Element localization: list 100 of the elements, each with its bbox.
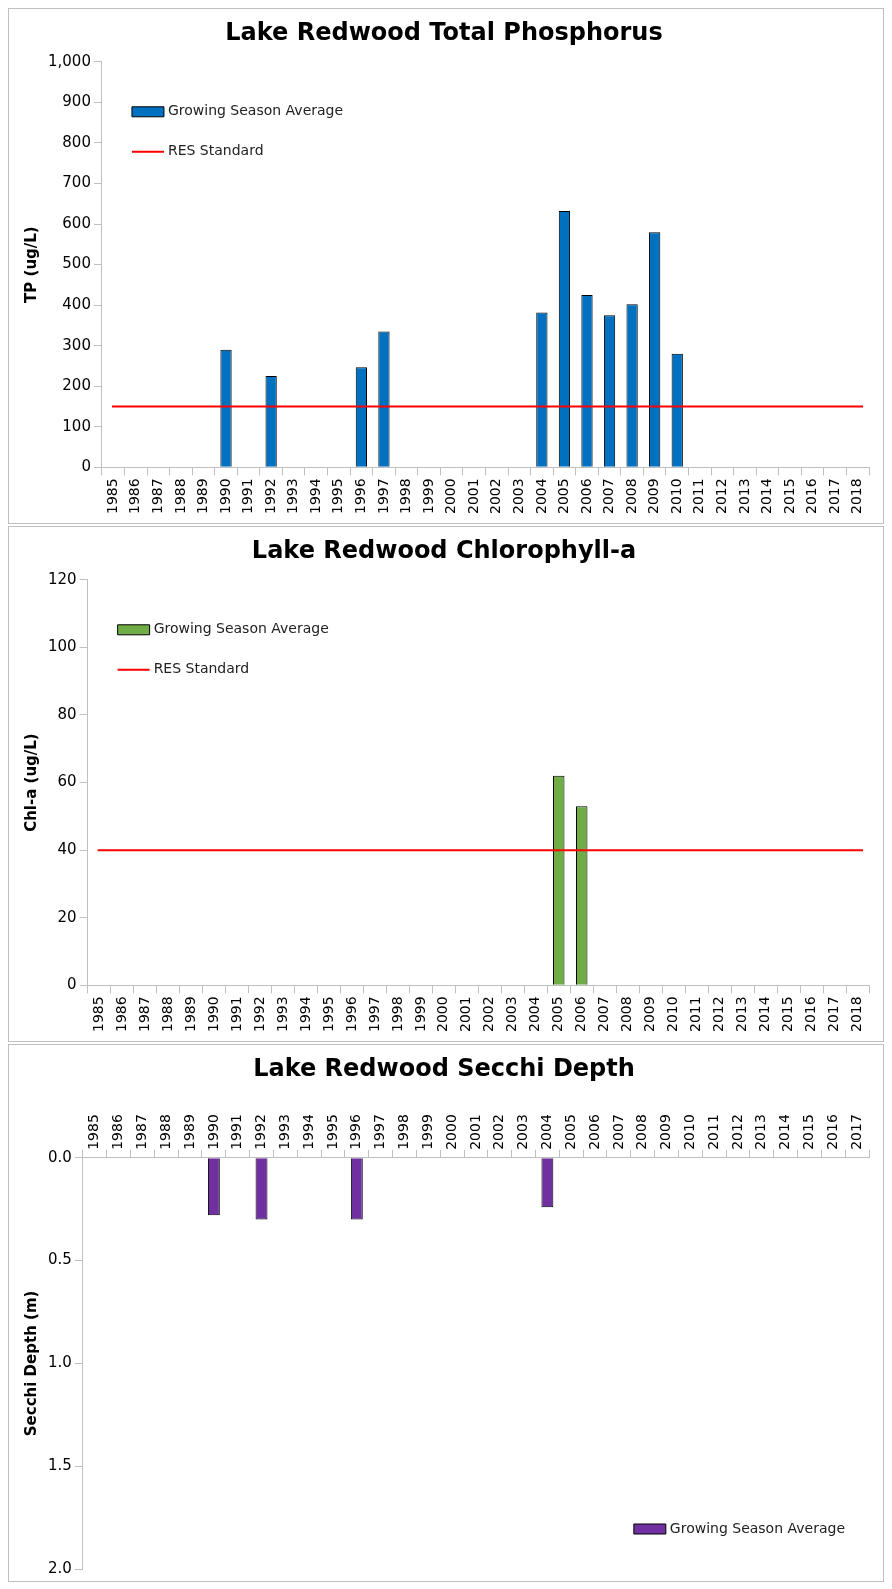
x-tick-label: 2006 [585, 1114, 602, 1150]
chart-title: Lake Redwood Total Phosphorus [225, 17, 663, 46]
x-tick-label: 1990 [216, 478, 233, 515]
x-tick-label: 2016 [823, 1114, 840, 1150]
x-tick-label: 2001 [457, 996, 474, 1033]
x-tick-label: 1998 [397, 478, 414, 515]
x-tick-label: 1994 [296, 996, 313, 1033]
x-tick-label: 2009 [657, 1114, 674, 1150]
x-tick-label: 1991 [239, 478, 256, 515]
x-tick-label: 2003 [509, 478, 526, 515]
x-tick-label: 1990 [204, 1114, 221, 1150]
y-tick-label: 0.0 [48, 1147, 72, 1166]
y-tick-label: 500 [62, 254, 91, 273]
x-tick-label: 1993 [275, 1114, 292, 1150]
y-tick-label: 400 [62, 295, 91, 314]
x-tick-label: 2003 [514, 1114, 531, 1150]
y-tick-label: 2.0 [48, 1558, 72, 1577]
y-tick-label: 0.5 [48, 1250, 72, 1269]
legend-label: Growing Season Average [167, 102, 344, 119]
x-tick-label: 2002 [487, 478, 504, 515]
x-tick-label: 1997 [374, 478, 391, 515]
x-tick-label: 2012 [728, 1114, 745, 1150]
y-axis-title: Secchi Depth (m) [21, 1290, 40, 1437]
legend-label: Growing Season Average [153, 620, 329, 637]
x-tick-label: 1997 [365, 996, 382, 1033]
x-tick-label: 1988 [171, 478, 188, 515]
x-tick-label: 2011 [690, 478, 707, 515]
y-tick-label: 800 [62, 132, 91, 151]
legend-label: RES Standard [153, 660, 250, 677]
x-tick-label: 1985 [89, 996, 106, 1033]
x-tick-label: 1996 [347, 1114, 364, 1150]
x-tick-label: 2010 [667, 478, 684, 515]
y-tick-label: 120 [47, 569, 77, 588]
legend-label: RES Standard [167, 142, 264, 159]
x-tick-label: 1995 [329, 478, 346, 515]
x-tick-label: 1989 [180, 1114, 197, 1150]
x-tick-label: 1987 [135, 996, 152, 1033]
x-tick-label: 2009 [641, 996, 658, 1033]
x-tick-label: 2006 [577, 478, 594, 515]
x-tick-label: 2012 [713, 478, 729, 515]
legend-label: Growing Season Average [669, 1519, 846, 1536]
x-tick-label: 1989 [181, 996, 198, 1033]
x-tick-label: 1992 [250, 996, 267, 1033]
y-tick-label: 20 [57, 907, 77, 926]
x-tick-label: 1988 [158, 996, 175, 1033]
x-tick-label: 1992 [261, 478, 278, 515]
x-tick-label: 1993 [284, 478, 301, 515]
x-tick-label: 2001 [464, 478, 481, 515]
x-tick-label: 2001 [466, 1114, 483, 1150]
x-tick-label: 1994 [306, 478, 323, 515]
x-tick-label: 2018 [848, 996, 865, 1033]
x-tick-label: 2010 [664, 996, 681, 1033]
y-tick-label: 900 [62, 92, 91, 111]
x-tick-label: 1999 [419, 478, 436, 515]
x-tick-label: 2009 [645, 478, 662, 515]
x-tick-label: 1998 [388, 996, 405, 1033]
x-tick-label: 2013 [735, 478, 752, 515]
x-tick-label: 2002 [490, 1114, 507, 1150]
x-tick-label: 2016 [803, 478, 820, 515]
x-tick-label: 1999 [411, 996, 428, 1033]
y-tick-label: 700 [62, 173, 91, 192]
x-tick-label: 2004 [526, 996, 543, 1033]
x-tick-label: 1996 [342, 996, 359, 1033]
x-tick-label: 1997 [371, 1114, 388, 1150]
x-tick-label: 1993 [273, 996, 290, 1033]
x-tick-label: 2005 [549, 996, 566, 1033]
chart-title: Lake Redwood Chlorophyll-a [251, 535, 637, 564]
x-tick-label: 1986 [109, 1114, 126, 1150]
y-tick-label: 0 [67, 975, 77, 994]
x-tick-label: 2017 [847, 1114, 864, 1150]
x-tick-label: 2013 [752, 1114, 769, 1150]
x-tick-label: 1994 [299, 1114, 316, 1150]
x-tick-label: 1996 [352, 478, 369, 515]
x-tick-label: 2007 [609, 1114, 626, 1150]
y-tick-label: 300 [62, 335, 91, 354]
x-tick-label: 2015 [779, 996, 796, 1033]
x-tick-label: 1989 [194, 478, 211, 515]
x-tick-label: 1998 [395, 1114, 412, 1150]
x-tick-label: 2014 [776, 1114, 793, 1150]
x-tick-label: 2015 [780, 478, 797, 515]
x-tick-label: 2008 [618, 996, 635, 1033]
x-tick-label: 1991 [228, 1114, 245, 1150]
x-tick-label: 2007 [595, 996, 612, 1033]
x-tick-label: 2017 [825, 478, 842, 515]
x-tick-label: 2012 [710, 996, 727, 1033]
x-tick-label: 2011 [687, 996, 704, 1033]
x-tick-label: 1987 [148, 478, 165, 515]
y-tick-label: 100 [47, 637, 77, 656]
x-tick-label: 2003 [503, 996, 520, 1033]
y-tick-label: 100 [62, 416, 91, 435]
x-tick-label: 1999 [418, 1114, 435, 1150]
x-tick-label: 2010 [680, 1114, 697, 1150]
y-tick-label: 1.5 [48, 1456, 72, 1475]
x-tick-label: 1986 [112, 996, 129, 1033]
x-tick-label: 1987 [133, 1114, 150, 1150]
y-tick-label: 80 [57, 704, 77, 723]
x-tick-label: 2002 [480, 996, 497, 1033]
x-tick-label: 1991 [227, 996, 244, 1033]
x-tick-label: 2008 [622, 478, 639, 515]
x-tick-label: 2004 [538, 1114, 555, 1150]
